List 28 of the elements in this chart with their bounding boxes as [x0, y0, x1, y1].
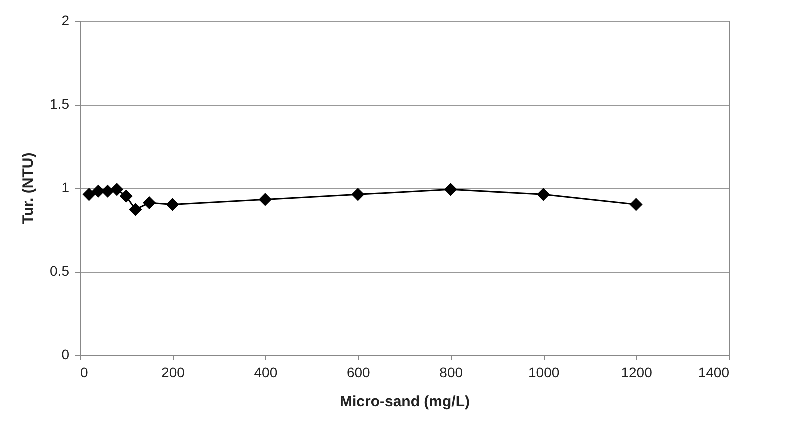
- x-tick-label: 600: [346, 364, 371, 380]
- x-tick-label: 800: [440, 364, 464, 380]
- x-tick-label: 1200: [621, 364, 653, 380]
- point: [129, 203, 142, 216]
- y-tick-label: 1: [62, 180, 70, 196]
- point: [444, 183, 458, 196]
- point: [352, 188, 365, 202]
- x-tick-label: 400: [254, 364, 278, 380]
- point: [630, 198, 643, 212]
- y-tick-label: 1.5: [50, 96, 70, 112]
- x-tick-label: 1000: [528, 364, 560, 380]
- x-tick-label: 200: [162, 364, 186, 380]
- point: [92, 184, 106, 198]
- point: [258, 193, 272, 206]
- y-axis-title: Tur. (NTU): [20, 152, 38, 224]
- x-axis-title: Micro-sand (mg/L): [340, 394, 470, 410]
- point: [120, 190, 133, 203]
- y-tick-label: 2: [62, 12, 70, 28]
- y-tick-label: 0: [62, 346, 70, 362]
- point: [143, 196, 156, 210]
- x-tick-label: 1400: [698, 364, 730, 380]
- point: [101, 184, 114, 198]
- point: [166, 198, 180, 212]
- point: [110, 183, 124, 196]
- point: [82, 188, 96, 202]
- y-tick-label: 0.5: [50, 263, 70, 279]
- x-tick-label: 0: [80, 364, 88, 380]
- point: [537, 188, 550, 202]
